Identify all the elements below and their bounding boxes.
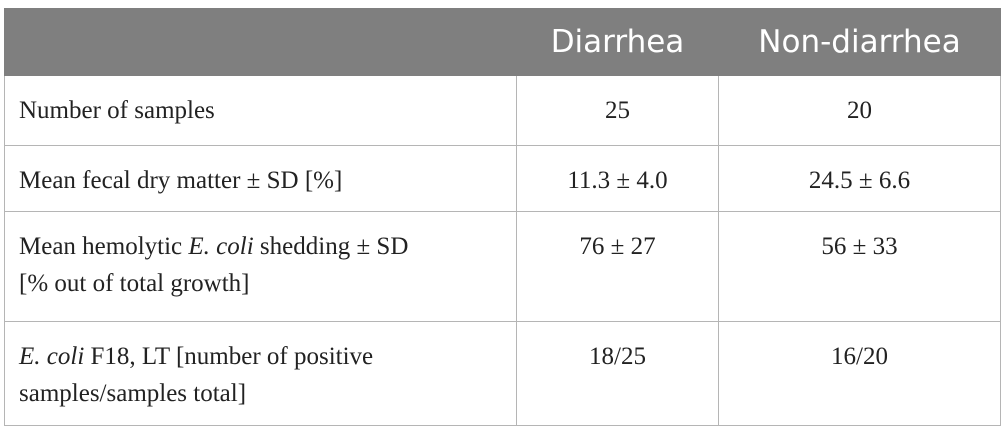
data-table: Diarrhea Non-diarrhea Number of samples …	[4, 8, 1001, 426]
header-cell	[4, 8, 517, 76]
cell: 76 ± 27	[516, 211, 719, 322]
header-cell: Diarrhea	[516, 8, 719, 76]
italic-text: E. coli	[188, 233, 254, 260]
header-cell: Non-diarrhea	[718, 8, 1001, 76]
text: [% out of total growth]	[19, 270, 250, 297]
cell: 16/20	[718, 321, 1001, 426]
text: samples/samples total]	[19, 380, 247, 407]
cell: 11.3 ± 4.0	[516, 145, 719, 212]
header-row: Diarrhea Non-diarrhea	[4, 8, 1001, 76]
row-label: Mean hemolytic E. coli shedding ± SD [% o…	[4, 211, 517, 322]
cell: 20	[718, 75, 1001, 146]
row-label: E. coli F18, LT [number of positive sampl…	[4, 321, 517, 426]
row: Number of samples 25 20	[4, 75, 1001, 146]
text: Mean hemolytic	[19, 233, 189, 260]
row-label: Mean fecal dry matter ± SD [%]	[4, 145, 517, 212]
text: Mean fecal dry matter ± SD [%]	[19, 167, 343, 194]
row: Mean fecal dry matter ± SD [%] 11.3 ± 4.…	[4, 145, 1001, 212]
text: F18, LT [number of positive	[84, 343, 374, 370]
italic-text: E. coli	[19, 343, 85, 370]
text: shedding ± SD	[253, 233, 409, 260]
row: Mean hemolytic E. coli shedding ± SD [% o…	[4, 211, 1001, 322]
cell: 24.5 ± 6.6	[718, 145, 1001, 212]
text: Number of samples	[19, 97, 215, 124]
cell: 25	[516, 75, 719, 146]
row: E. coli F18, LT [number of positive sampl…	[4, 321, 1001, 426]
cell: 18/25	[516, 321, 719, 426]
row-label: Number of samples	[4, 75, 517, 146]
cell: 56 ± 33	[718, 211, 1001, 322]
